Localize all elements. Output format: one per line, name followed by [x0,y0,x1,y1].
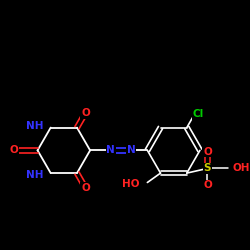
Text: O: O [203,146,212,156]
Text: N: N [127,145,136,155]
Text: HO: HO [122,179,140,189]
Text: Cl: Cl [192,109,204,119]
Text: S: S [204,164,211,173]
Text: O: O [81,108,90,118]
Text: O: O [203,180,212,190]
Text: O: O [10,145,18,155]
Text: OH: OH [233,164,250,173]
Text: N: N [106,145,115,155]
Text: NH: NH [26,170,43,180]
Text: O: O [81,183,90,193]
Text: NH: NH [26,121,43,131]
